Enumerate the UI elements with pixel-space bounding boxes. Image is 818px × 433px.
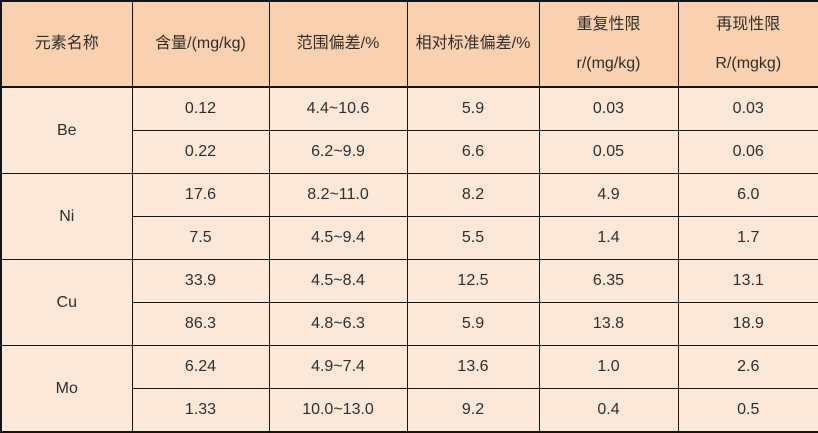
cell-relative-std-deviation: 5.9 [407, 303, 539, 346]
cell-range-deviation: 4.5~8.4 [269, 260, 407, 303]
cell-content: 0.22 [132, 131, 269, 174]
column-header-label: 范围偏差/% [270, 34, 407, 53]
cell-range-deviation: 4.4~10.6 [269, 87, 407, 131]
cell-reproducibility-limit: 0.03 [678, 87, 818, 131]
cell-reproducibility-limit: 13.1 [678, 260, 818, 303]
cell-element-name: Be [1, 87, 132, 174]
cell-reproducibility-limit: 2.6 [678, 346, 818, 389]
header-row: 元素名称 含量/(mg/kg) 范围偏差/% 相对标准偏差/% 重复性限 r/(… [1, 1, 818, 87]
column-header-element-name: 元素名称 [1, 1, 132, 87]
cell-content: 33.9 [132, 260, 269, 303]
cell-reproducibility-limit: 6.0 [678, 174, 818, 217]
cell-relative-std-deviation: 6.6 [407, 131, 539, 174]
cell-element-name: Cu [1, 260, 132, 346]
cell-reproducibility-limit: 18.9 [678, 303, 818, 346]
column-header-label: 重复性限 [540, 15, 678, 34]
column-header-reproducibility-limit: 再现性限 R/(mgkg) [678, 1, 818, 87]
cell-relative-std-deviation: 12.5 [407, 260, 539, 303]
cell-relative-std-deviation: 5.5 [407, 217, 539, 260]
cell-content: 1.33 [132, 389, 269, 433]
cell-repeatability-limit: 0.03 [539, 87, 678, 131]
table-row: Cu 33.9 4.5~8.4 12.5 6.35 13.1 [1, 260, 818, 303]
cell-repeatability-limit: 4.9 [539, 174, 678, 217]
cell-repeatability-limit: 0.4 [539, 389, 678, 433]
cell-range-deviation: 10.0~13.0 [269, 389, 407, 433]
column-header-label: 元素名称 [2, 34, 132, 53]
table-container: 元素名称 含量/(mg/kg) 范围偏差/% 相对标准偏差/% 重复性限 r/(… [0, 0, 818, 424]
cell-range-deviation: 8.2~11.0 [269, 174, 407, 217]
cell-content: 7.5 [132, 217, 269, 260]
cell-range-deviation: 6.2~9.9 [269, 131, 407, 174]
cell-reproducibility-limit: 1.7 [678, 217, 818, 260]
column-header-content: 含量/(mg/kg) [132, 1, 269, 87]
cell-reproducibility-limit: 0.5 [678, 389, 818, 433]
cell-relative-std-deviation: 8.2 [407, 174, 539, 217]
cell-content: 0.12 [132, 87, 269, 131]
cell-relative-std-deviation: 9.2 [407, 389, 539, 433]
column-header-repeatability-limit: 重复性限 r/(mg/kg) [539, 1, 678, 87]
table-row: Ni 17.6 8.2~11.0 8.2 4.9 6.0 [1, 174, 818, 217]
cell-repeatability-limit: 13.8 [539, 303, 678, 346]
cell-content: 6.24 [132, 346, 269, 389]
column-header-unit: r/(mg/kg) [540, 54, 678, 73]
cell-range-deviation: 4.8~6.3 [269, 303, 407, 346]
cell-content: 86.3 [132, 303, 269, 346]
column-header-unit: R/(mgkg) [679, 54, 818, 73]
column-header-relative-std-deviation: 相对标准偏差/% [407, 1, 539, 87]
cell-range-deviation: 4.5~9.4 [269, 217, 407, 260]
cell-relative-std-deviation: 5.9 [407, 87, 539, 131]
table-row: Be 0.12 4.4~10.6 5.9 0.03 0.03 [1, 87, 818, 131]
cell-reproducibility-limit: 0.06 [678, 131, 818, 174]
table-row: Mo 6.24 4.9~7.4 13.6 1.0 2.6 [1, 346, 818, 389]
cell-repeatability-limit: 1.4 [539, 217, 678, 260]
cell-element-name: Mo [1, 346, 132, 433]
cell-element-name: Ni [1, 174, 132, 260]
column-header-range-deviation: 范围偏差/% [269, 1, 407, 87]
cell-relative-std-deviation: 13.6 [407, 346, 539, 389]
cell-range-deviation: 4.9~7.4 [269, 346, 407, 389]
cell-repeatability-limit: 6.35 [539, 260, 678, 303]
cell-repeatability-limit: 1.0 [539, 346, 678, 389]
column-header-label: 再现性限 [679, 15, 818, 34]
column-header-label: 相对标准偏差/% [408, 34, 539, 53]
cell-content: 17.6 [132, 174, 269, 217]
cell-repeatability-limit: 0.05 [539, 131, 678, 174]
column-header-label: 含量/(mg/kg) [133, 34, 269, 53]
